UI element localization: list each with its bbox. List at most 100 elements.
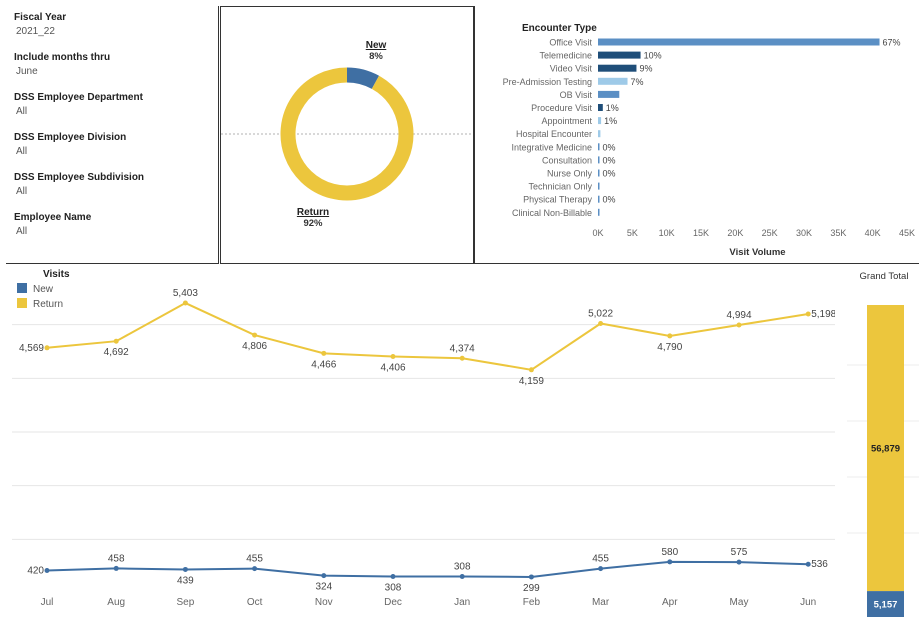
month-label: Sep [177,597,195,608]
data-point[interactable] [528,574,534,580]
bar-value-label: 0% [603,169,616,179]
encounter-type-panel: Encounter Type Office Visit 67% Telemedicin… [474,6,919,264]
filter-value[interactable]: All [16,226,28,237]
encounter-bar[interactable] [598,90,620,98]
data-point[interactable] [667,559,673,565]
grand-total-chart: Grand Total 5,157 56,879 [847,271,919,617]
encounter-bar[interactable] [598,208,600,216]
filter-label: Employee Name [14,212,92,223]
data-point[interactable] [528,367,534,373]
category-label: Nurse Only [547,169,593,179]
grand-total-value-label: 56,879 [871,444,900,455]
data-label: 4,466 [311,359,336,370]
data-point[interactable] [44,567,50,573]
donut-value-label: 92% [303,218,323,229]
data-label: 458 [108,553,125,564]
legend-swatch-return [17,298,27,308]
data-point[interactable] [321,573,327,579]
month-label: Apr [662,597,678,608]
category-label: Physical Therapy [523,195,592,205]
data-point[interactable] [805,561,811,567]
data-point[interactable] [321,350,327,356]
month-label: May [730,597,749,608]
encounter-bar[interactable] [598,104,603,111]
data-point[interactable] [113,565,119,571]
data-point[interactable] [667,333,673,339]
category-label: Integrative Medicine [511,142,592,152]
category-label: Hospital Encounter [516,129,592,139]
encounter-type-header: Encounter Type [522,23,597,34]
encounter-bar[interactable] [598,156,600,164]
encounter-bar[interactable] [598,64,637,72]
data-label: 439 [177,575,194,586]
filter-value[interactable]: All [16,186,28,197]
data-label: 4,790 [657,342,682,353]
data-point[interactable] [252,332,258,338]
data-point[interactable] [598,566,604,572]
encounter-bar[interactable] [598,182,600,190]
data-point[interactable] [598,320,604,326]
filter-value[interactable]: 2021_22 [16,26,55,37]
donut-value-label: 8% [369,51,383,62]
encounter-bar[interactable] [598,130,601,138]
x-axis-title: Visit Volume [729,247,785,258]
month-label: Oct [247,597,263,608]
category-label: Consultation [542,155,592,165]
encounter-bar[interactable] [598,117,602,125]
data-point[interactable] [390,573,396,579]
data-point[interactable] [252,566,258,572]
encounter-bar[interactable] [598,143,600,151]
data-point[interactable] [182,300,188,306]
x-tick-label: 0K [592,228,603,238]
data-label: 308 [385,582,402,593]
data-point[interactable] [113,338,119,344]
bar-value-label: 1% [604,116,617,126]
month-label: Jun [800,597,816,608]
data-label: 575 [731,547,748,558]
data-point[interactable] [459,573,465,579]
filter-value[interactable]: All [16,146,28,157]
month-label: Mar [592,597,610,608]
x-tick-label: 45K [899,228,915,238]
encounter-bar[interactable] [598,169,600,177]
legend-swatch-new [17,283,27,293]
category-label: Procedure Visit [531,103,592,113]
data-point[interactable] [44,345,50,351]
month-label: Jan [454,597,470,608]
month-label: Feb [523,597,541,608]
data-label: 455 [592,554,609,565]
grand-total-bar-return[interactable] [867,305,904,592]
data-point[interactable] [459,355,465,361]
x-tick-label: 10K [659,228,675,238]
filter-value[interactable]: June [16,66,38,77]
data-point[interactable] [390,354,396,360]
category-label: Pre-Admission Testing [503,77,592,87]
donut-slice-new[interactable] [346,67,380,90]
x-tick-label: 40K [865,228,881,238]
encounter-bar[interactable] [598,51,641,59]
grand-total-title: Grand Total [860,271,909,282]
data-label: 4,569 [19,343,44,354]
data-label: 4,159 [519,376,544,387]
bar-value-label: 1% [606,103,619,113]
data-point[interactable] [805,311,811,317]
donut-label: Return [297,207,329,218]
data-point[interactable] [736,559,742,565]
x-tick-label: 30K [796,228,812,238]
encounter-bar[interactable] [598,77,628,85]
filter-value[interactable]: All [16,106,28,117]
data-point[interactable] [182,566,188,572]
donut-slice-return[interactable] [280,67,414,201]
category-label: Telemedicine [539,51,592,61]
data-label: 455 [246,554,263,565]
data-point[interactable] [736,322,742,328]
bar-value-label: 0% [603,195,616,205]
bar-value-label: 7% [631,77,644,87]
encounter-bar[interactable] [598,38,880,46]
x-tick-label: 20K [727,228,743,238]
filters-panel: Fiscal Year 2021_22 Include months thru Jun… [6,6,219,264]
grand-total-bar-new[interactable] [867,591,904,617]
data-label: 4,374 [450,343,475,354]
encounter-bar[interactable] [598,195,600,203]
month-label: Nov [315,597,333,608]
